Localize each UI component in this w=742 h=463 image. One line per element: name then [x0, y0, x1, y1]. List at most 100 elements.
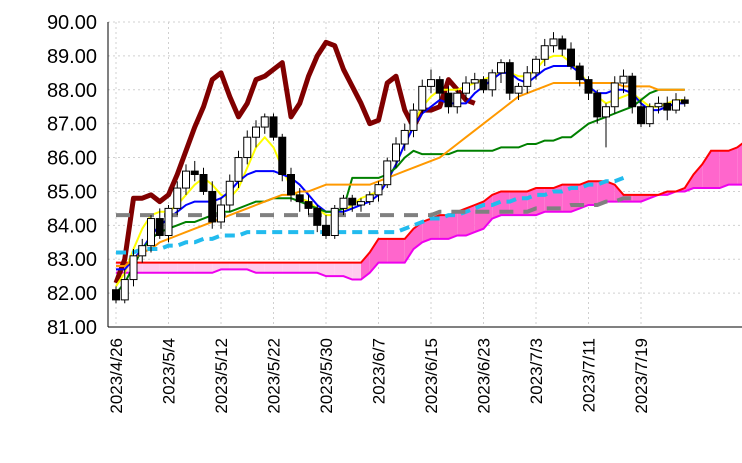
senkou-span-a-line — [116, 183, 742, 281]
candle-body-up — [523, 72, 532, 87]
candle-body-up — [357, 201, 365, 206]
candle-body-down — [278, 136, 287, 176]
candle-body-down — [269, 116, 278, 138]
candle — [190, 160, 199, 182]
candle-body-down — [313, 207, 322, 226]
cloud-segment — [439, 215, 449, 239]
candle-body-up — [532, 58, 540, 74]
cloud-segment — [238, 262, 248, 270]
candle-body-up — [129, 255, 138, 281]
candle-body-up — [138, 245, 147, 257]
candle-body-down — [304, 201, 313, 209]
candle — [173, 181, 182, 216]
candle — [532, 55, 540, 80]
candle-body-up — [488, 72, 497, 91]
candle — [427, 69, 435, 94]
cloud-segment — [396, 238, 405, 263]
candle — [365, 191, 374, 205]
cloud-segment — [632, 194, 641, 202]
cloud-segment — [378, 238, 388, 263]
candle — [199, 167, 208, 195]
x-tick-label: 2023/7/11 — [580, 338, 599, 412]
candle — [330, 205, 339, 239]
cloud-segment — [431, 215, 440, 239]
candle-body-down — [112, 289, 120, 301]
candle — [540, 38, 549, 67]
candle — [339, 194, 348, 216]
cloud-segment — [168, 262, 178, 273]
cloud-segment — [299, 262, 309, 273]
candle — [129, 249, 138, 287]
candle — [680, 96, 689, 107]
y-tick-label: 81.00 — [47, 317, 97, 339]
y-tick-label: 87.00 — [47, 114, 97, 136]
candle — [409, 103, 418, 138]
cloud-segment — [711, 150, 720, 189]
candle — [348, 194, 357, 212]
candle — [269, 113, 278, 141]
cloud-segment — [448, 211, 458, 239]
candle-body-up — [120, 279, 129, 301]
candle-body-up — [392, 143, 400, 162]
y-tick-label: 82.00 — [47, 283, 97, 305]
candle — [479, 76, 488, 94]
candle-body-up — [409, 109, 418, 131]
cloud-segment — [413, 221, 423, 250]
candle — [470, 72, 479, 90]
candle — [278, 133, 287, 182]
cloud-segment — [194, 262, 204, 273]
cloud-segment — [256, 262, 265, 273]
candle-body-up — [173, 187, 182, 209]
candle-body-up — [164, 207, 173, 236]
cloud-segment — [387, 238, 396, 263]
candle-body-up — [252, 126, 260, 138]
candle — [435, 76, 444, 100]
candle-body-up — [383, 160, 392, 186]
candle-body-down — [295, 194, 304, 203]
candle-body-up — [217, 204, 225, 223]
x-tick-label: 2023/6/23 — [475, 338, 494, 414]
candle-body-up — [540, 45, 549, 60]
candle-body-down — [628, 75, 637, 108]
candle — [672, 93, 680, 114]
cloud-segment — [177, 262, 186, 273]
cloud-segment — [343, 262, 353, 280]
y-tick-label: 84.00 — [47, 215, 97, 237]
candle-body-up — [234, 157, 243, 182]
candle-body-up — [374, 184, 383, 196]
candle-body-up — [453, 92, 462, 108]
candle-body-down — [435, 79, 444, 94]
cloud-segment — [728, 147, 738, 185]
x-tick-label: 2023/7/19 — [632, 338, 651, 414]
y-tick-label: 88.00 — [47, 80, 97, 102]
cloud-segment — [588, 181, 598, 205]
cloud-segment — [457, 208, 466, 236]
cloud-segment — [264, 262, 274, 273]
cloud-segment — [352, 262, 361, 280]
candle-body-up — [654, 102, 663, 108]
candle — [383, 157, 392, 189]
candle-body-down — [287, 174, 295, 196]
candle — [567, 42, 575, 70]
candle — [558, 35, 567, 56]
candle — [637, 99, 645, 128]
candle-body-down — [680, 99, 689, 104]
candle-body-up — [645, 106, 654, 125]
candle — [602, 103, 610, 148]
candle — [418, 79, 427, 114]
x-tick-label: 2023/5/12 — [212, 338, 231, 414]
cloud-segment — [737, 143, 742, 185]
y-tick-label: 90.00 — [47, 12, 97, 34]
candle — [217, 198, 225, 229]
cloud-segment — [247, 262, 256, 273]
candle-body-up — [427, 79, 435, 87]
candle — [645, 103, 654, 128]
x-tick-label: 2023/5/4 — [160, 338, 179, 404]
candle — [523, 66, 532, 94]
candle — [357, 198, 365, 212]
candle-body-down — [593, 92, 602, 118]
cloud-segment — [282, 262, 291, 273]
y-tick-label: 89.00 — [47, 46, 97, 68]
axes — [107, 22, 742, 328]
candle-body-up — [418, 85, 427, 111]
